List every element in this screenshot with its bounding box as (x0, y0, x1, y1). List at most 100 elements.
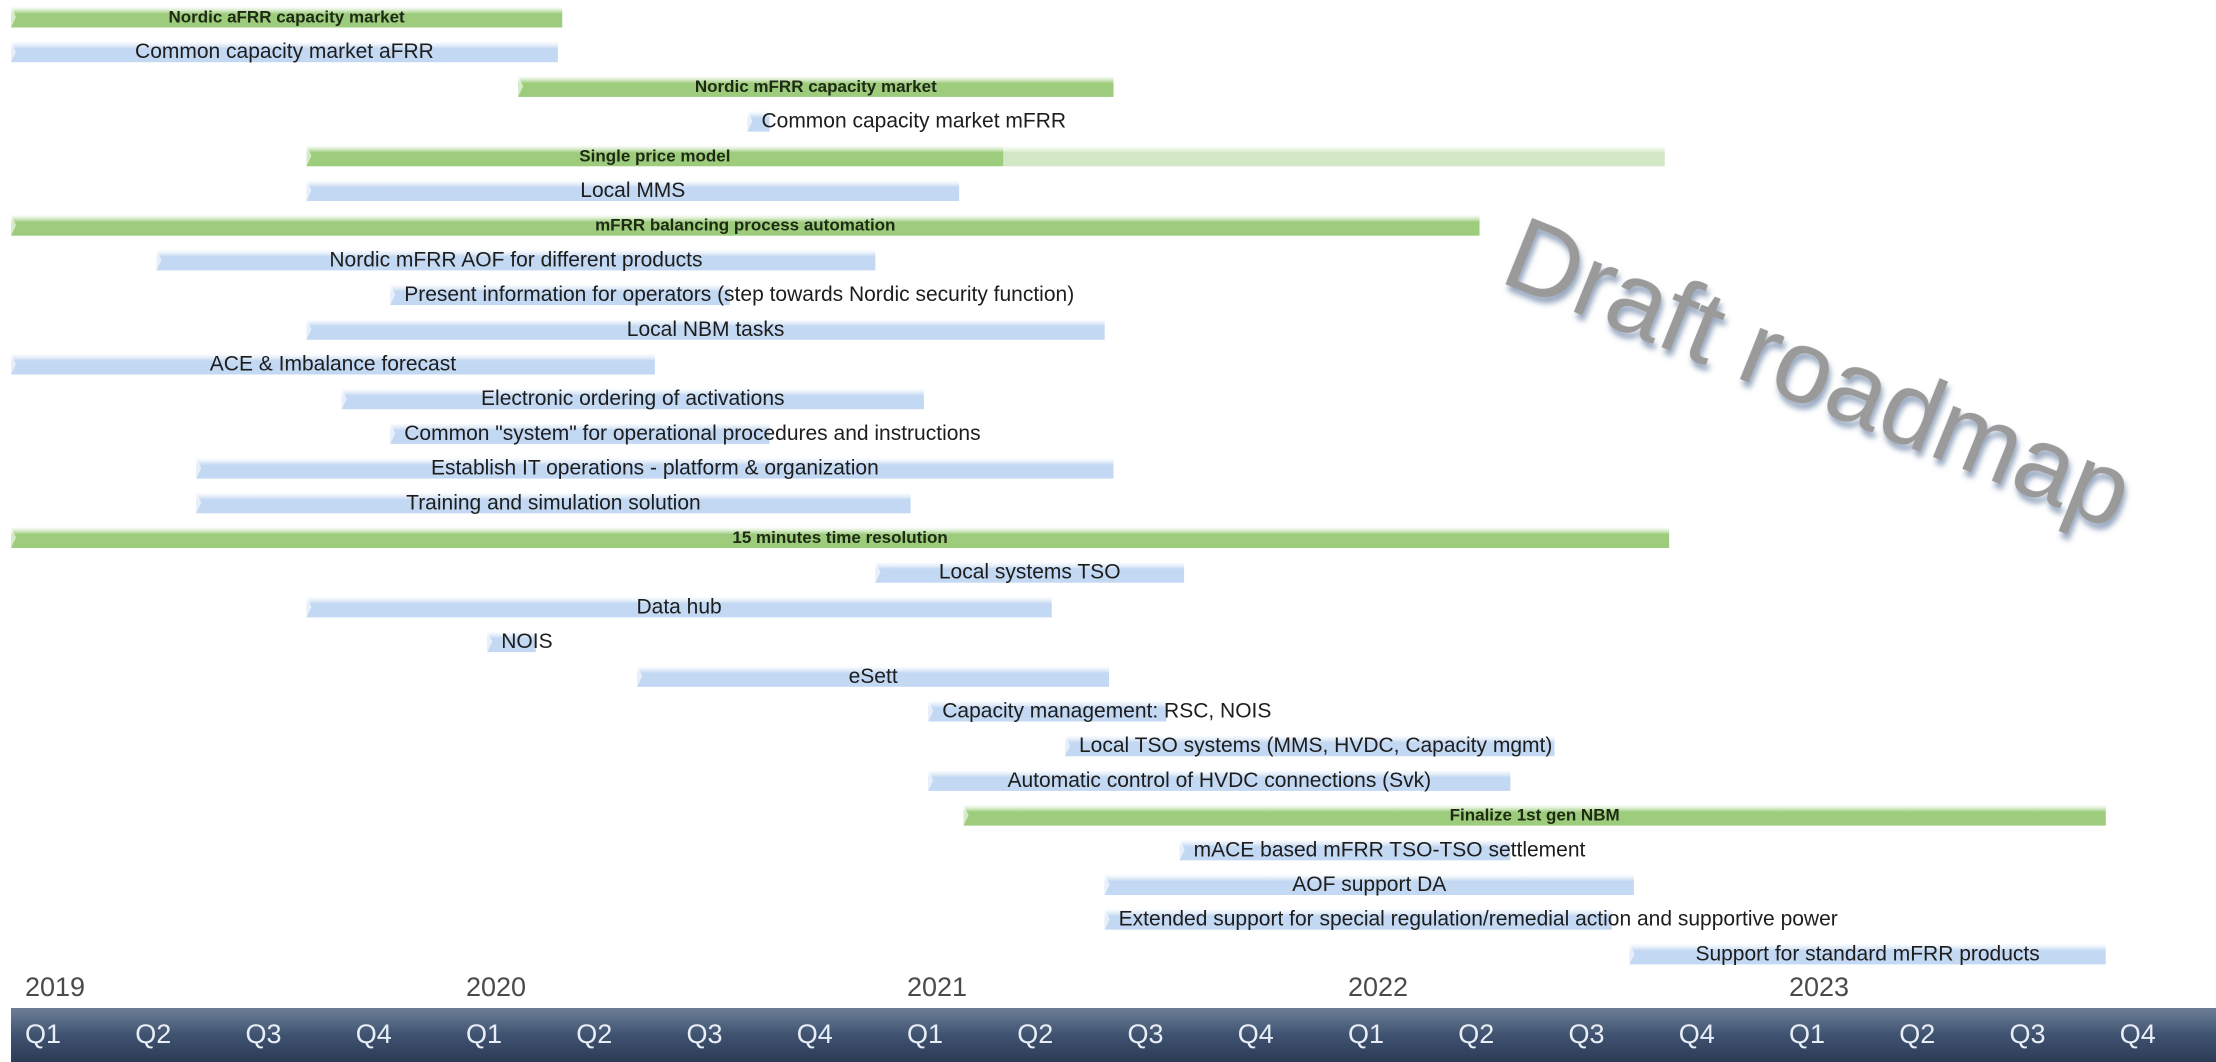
task-label: Nordic mFRR AOF for different products (329, 248, 702, 271)
bar-edge (341, 388, 347, 410)
quarter-label: Q1 (466, 1019, 502, 1049)
bar (1629, 943, 2106, 965)
quarter-label: Q1 (1789, 1019, 1825, 1049)
bar (390, 422, 770, 444)
bar (875, 561, 1185, 583)
quarter-label: Q4 (797, 1019, 833, 1049)
task-label: AOF support DA (1292, 873, 1446, 896)
bar-edge (306, 318, 312, 340)
bar (1064, 735, 1555, 757)
task-label: Local NBM tasks (627, 318, 785, 341)
task-label: Common capacity market mFRR (761, 110, 1066, 133)
task-label: Establish IT operations - platform & org… (431, 457, 879, 480)
bar-edge (196, 457, 202, 479)
task-label: Training and simulation solution (406, 491, 701, 514)
task-label: Capacity management: RSC, NOIS (942, 700, 1271, 723)
bar-edge (306, 145, 312, 167)
task-label: Finalize 1st gen NBM (1450, 806, 1620, 825)
bar (1104, 874, 1634, 895)
bar-extension (1003, 145, 1665, 167)
bar-edge (156, 249, 162, 271)
bar-edge (390, 284, 396, 306)
bar (518, 75, 1114, 97)
bar (11, 214, 1480, 236)
task-label: Support for standard mFRR products (1695, 942, 2039, 965)
quarter-label: Q4 (356, 1019, 392, 1049)
task-label: mACE based mFRR TSO-TSO settlement (1194, 838, 1586, 861)
bar-edge (1064, 735, 1070, 757)
task-label: Present information for operators (step … (404, 283, 1074, 306)
bar-edge (306, 596, 312, 618)
watermark: Draft roadmap (1489, 195, 2149, 552)
quarter-label: Q2 (576, 1019, 612, 1049)
task-label: 15 minutes time resolution (732, 528, 947, 547)
quarter-label: Q1 (1348, 1019, 1384, 1049)
bar (928, 700, 1167, 722)
bar (637, 665, 1110, 687)
task-label: Electronic ordering of activations (481, 387, 785, 410)
year-label: 2020 (466, 972, 526, 1002)
quarter-label: Q3 (246, 1019, 282, 1049)
year-label: 2023 (1789, 972, 1849, 1002)
year-label: 2019 (25, 972, 85, 1002)
task-label: mFRR balancing process automation (595, 216, 895, 235)
quarter-label: Q3 (687, 1019, 723, 1049)
quarter-label: Q4 (1238, 1019, 1274, 1049)
bar-edge (487, 631, 493, 653)
bar-edge (928, 700, 934, 722)
quarter-label: Q1 (25, 1019, 61, 1049)
bar (11, 353, 655, 375)
quarter-label: Q1 (907, 1019, 943, 1049)
bar-edge (518, 75, 524, 97)
task-label: Single price model (579, 146, 730, 165)
year-label: 2022 (1348, 972, 1408, 1002)
task-label: Nordic mFRR capacity market (695, 77, 937, 96)
quarter-label: Q2 (1899, 1019, 1935, 1049)
bar (306, 145, 1004, 167)
bar-edge (1179, 839, 1185, 861)
bar (306, 180, 960, 201)
bar-edge (875, 561, 881, 583)
bar (963, 804, 2106, 826)
quarter-label: Q3 (2010, 1019, 2046, 1049)
bar-edge (747, 110, 753, 132)
bar (11, 41, 558, 63)
bar (341, 388, 924, 410)
quarter-label: Q2 (1458, 1019, 1494, 1049)
bar-edge (637, 665, 643, 687)
bar-edge (1104, 908, 1110, 930)
bar-edge (196, 492, 202, 514)
bar (1179, 839, 1511, 861)
bar-edge (963, 804, 969, 826)
bar-edge (306, 180, 312, 201)
quarter-label: Q3 (1128, 1019, 1164, 1049)
bar-edge (11, 6, 16, 28)
bar (306, 596, 1052, 618)
bar (11, 527, 1670, 548)
bar-edge (11, 527, 16, 548)
task-label: Automatic control of HVDC connections (S… (1008, 769, 1432, 792)
bar (390, 284, 730, 306)
task-label: NOIS (501, 630, 552, 653)
bar-edge (928, 769, 934, 791)
bar (11, 6, 563, 28)
bar-edge (11, 214, 16, 236)
bar-edge (1629, 943, 1635, 965)
task-label: Data hub (636, 595, 721, 618)
task-label: eSett (849, 665, 898, 688)
bar-edge (11, 353, 16, 375)
quarter-label: Q4 (1679, 1019, 1715, 1049)
task-label: Local TSO systems (MMS, HVDC, Capacity m… (1079, 734, 1552, 757)
bar-edge (1104, 874, 1110, 895)
quarter-label: Q4 (2120, 1019, 2156, 1049)
bar (196, 492, 911, 514)
bar (1104, 908, 1612, 930)
bar (196, 457, 1114, 479)
task-label: Extended support for special regulation/… (1119, 908, 1838, 931)
bar (747, 110, 770, 132)
task-label: ACE & Imbalance forecast (210, 353, 456, 376)
quarter-label: Q2 (135, 1019, 171, 1049)
bar (306, 318, 1105, 340)
task-label: Common "system" for operational procedur… (404, 422, 980, 445)
